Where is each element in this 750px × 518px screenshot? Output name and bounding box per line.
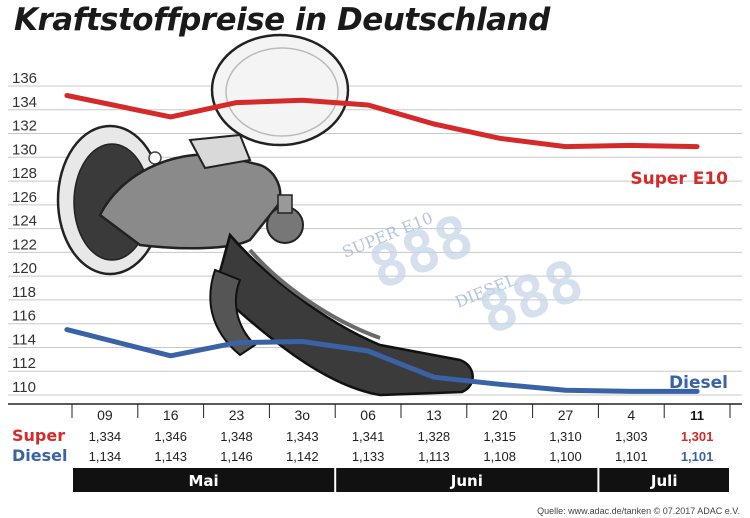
table-cell: 1,133: [352, 449, 385, 464]
table-cell: 1,343: [286, 429, 319, 444]
series-label-super-e10: Super E10: [630, 169, 728, 189]
table-cell: 1,143: [154, 449, 187, 464]
y-tick-label: 124: [12, 213, 37, 230]
month-bar: [73, 468, 335, 492]
deco-digits-2: 888: [470, 246, 593, 348]
y-tick-label: 116: [12, 308, 36, 325]
y-tick-label: 132: [12, 118, 37, 135]
source-note: Quelle: www.adac.de/tanken © 07.2017 ADA…: [537, 506, 740, 516]
table-cell: 1,310: [549, 429, 582, 444]
x-tick-label: 3o: [295, 407, 311, 423]
x-tick-label: 06: [360, 407, 376, 423]
x-tick-label: 4: [627, 407, 635, 423]
deco-digits-1: 888: [360, 201, 483, 303]
table-cell: 1,301: [681, 429, 714, 444]
series-line-diesel: [64, 327, 700, 394]
series-label-diesel: Diesel: [669, 373, 728, 393]
table-cell: 1,346: [154, 429, 187, 444]
row-label-super: Super: [12, 426, 65, 445]
row-label-diesel: Diesel: [12, 446, 67, 465]
y-tick-label: 134: [12, 94, 37, 111]
table-cell: 1,142: [286, 449, 319, 464]
y-tick-label: 118: [12, 284, 36, 301]
y-tick-label: 122: [12, 236, 37, 253]
month-label: Juli: [650, 472, 678, 490]
tank-flap-icon: [210, 33, 350, 147]
y-tick-label: 128: [12, 165, 37, 182]
table-cell: 1,328: [418, 429, 451, 444]
table-cell: 1,134: [89, 449, 122, 464]
table-cell: 1,315: [483, 429, 516, 444]
x-tick-label: 11: [690, 408, 704, 423]
chart-title: Kraftstoffpreise in Deutschland: [14, 2, 550, 38]
y-axis-labels: 110 112 114 116 118 120 122 124 126 128 130 132 134 1…: [12, 70, 37, 396]
month-label: Mai: [188, 472, 218, 490]
x-tick-label: 09: [97, 407, 113, 423]
table-cell: 1,100: [549, 449, 582, 464]
month-label: Juni: [450, 472, 483, 490]
x-tick-label: 16: [163, 407, 179, 423]
series-line-super-e10: [64, 93, 700, 150]
table-cell: 1,108: [483, 449, 516, 464]
y-tick-label: 120: [12, 260, 37, 277]
series: [64, 93, 700, 394]
y-tick-label: 114: [12, 331, 36, 348]
table-cell: 1,348: [220, 429, 253, 444]
nozzle-head-icon: [98, 153, 282, 250]
y-tick-label: 126: [12, 189, 37, 206]
y-tick-label: 130: [12, 141, 37, 158]
table-cell: 1,113: [418, 449, 450, 464]
x-tick-label: 23: [229, 407, 245, 423]
y-tick-label: 112: [12, 355, 36, 372]
x-tick-label: 20: [492, 407, 508, 423]
x-tick-label: 13: [426, 407, 442, 423]
x-tick-label: 27: [558, 407, 574, 423]
month-bar: [599, 468, 729, 492]
y-tick-label: 110: [12, 379, 36, 396]
y-tick-label: 136: [12, 70, 37, 87]
table-cell: 1,101: [615, 449, 648, 464]
table-cell: 1,334: [89, 429, 122, 444]
fuel-nozzle-illustration: SUPER E10 DIESEL 888 888: [56, 33, 593, 397]
month-bar: [336, 468, 598, 492]
table-cell: 1,303: [615, 429, 648, 444]
table-cell: 1,146: [220, 449, 253, 464]
table-cell: 1,341: [352, 429, 385, 444]
table-cell: 1,101: [681, 449, 714, 464]
